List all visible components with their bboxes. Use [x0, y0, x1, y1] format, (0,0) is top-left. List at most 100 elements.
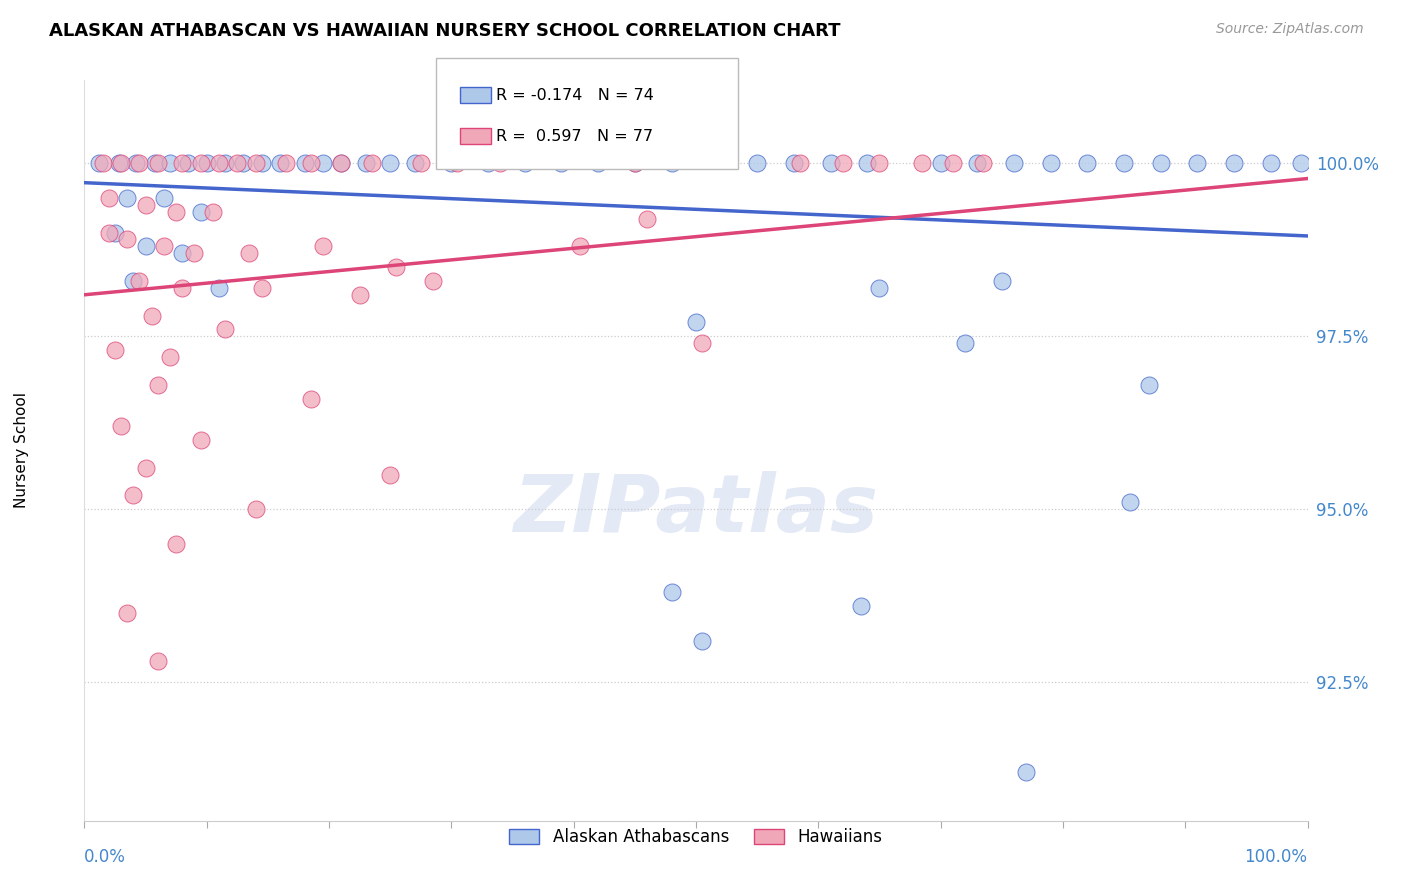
Point: [911, 156, 934, 170]
Point: [966, 156, 988, 170]
Point: [190, 204, 212, 219]
Point: [330, 156, 353, 170]
Point: [354, 156, 377, 170]
Point: [568, 239, 591, 253]
Point: [1260, 156, 1282, 170]
Point: [190, 433, 212, 447]
Point: [856, 156, 879, 170]
Point: [477, 156, 499, 170]
Point: [153, 191, 176, 205]
Text: R = -0.174   N = 74: R = -0.174 N = 74: [496, 88, 654, 103]
Point: [849, 599, 872, 614]
Point: [1002, 156, 1025, 170]
Point: [820, 156, 842, 170]
Point: [245, 156, 267, 170]
Point: [107, 156, 129, 170]
Point: [135, 198, 157, 212]
Point: [312, 156, 335, 170]
Point: [513, 156, 536, 170]
Point: [869, 156, 891, 170]
Point: [172, 281, 194, 295]
Point: [1291, 156, 1313, 170]
Point: [685, 315, 707, 329]
Point: [165, 204, 187, 219]
Point: [135, 460, 157, 475]
Point: [385, 260, 408, 274]
Point: [953, 336, 976, 351]
Text: Source: ZipAtlas.com: Source: ZipAtlas.com: [1216, 22, 1364, 37]
Point: [1187, 156, 1209, 170]
Text: 100.0%: 100.0%: [1244, 848, 1308, 866]
Point: [115, 232, 138, 246]
Point: [783, 156, 806, 170]
Point: [153, 239, 176, 253]
Point: [97, 191, 120, 205]
Point: [122, 274, 145, 288]
Point: [208, 281, 231, 295]
Point: [299, 156, 322, 170]
Point: [1015, 765, 1038, 780]
Point: [550, 156, 572, 170]
Point: [208, 156, 231, 170]
Point: [91, 156, 114, 170]
Point: [624, 156, 647, 170]
Point: [312, 239, 335, 253]
Text: 0.0%: 0.0%: [84, 848, 127, 866]
Y-axis label: Nursery School: Nursery School: [14, 392, 28, 508]
Point: [690, 336, 713, 351]
Point: [172, 156, 194, 170]
Point: [831, 156, 853, 170]
Point: [299, 392, 322, 406]
Point: [747, 156, 769, 170]
Point: [360, 156, 382, 170]
Point: [1114, 156, 1136, 170]
Point: [489, 156, 512, 170]
Text: ALASKAN ATHABASCAN VS HAWAIIAN NURSERY SCHOOL CORRELATION CHART: ALASKAN ATHABASCAN VS HAWAIIAN NURSERY S…: [49, 22, 841, 40]
Point: [115, 191, 138, 205]
Point: [380, 467, 402, 482]
Point: [942, 156, 965, 170]
Point: [276, 156, 298, 170]
Point: [87, 156, 110, 170]
Point: [330, 156, 353, 170]
Point: [146, 655, 169, 669]
Point: [141, 309, 163, 323]
Point: [104, 343, 127, 358]
Point: [1039, 156, 1062, 170]
Point: [250, 156, 273, 170]
Point: [190, 156, 212, 170]
Point: [110, 419, 132, 434]
Point: [440, 156, 463, 170]
Point: [115, 606, 138, 620]
Point: [165, 537, 187, 551]
Point: [1223, 156, 1246, 170]
Point: [214, 156, 236, 170]
Point: [929, 156, 952, 170]
Point: [128, 274, 150, 288]
Point: [122, 488, 145, 502]
Point: [214, 322, 236, 336]
Point: [991, 274, 1014, 288]
Point: [446, 156, 468, 170]
Point: [128, 156, 150, 170]
Point: [636, 211, 658, 226]
Point: [690, 633, 713, 648]
Point: [232, 156, 254, 170]
Point: [97, 226, 120, 240]
Point: [135, 239, 157, 253]
Point: [226, 156, 249, 170]
Point: [1137, 377, 1160, 392]
Point: [143, 156, 166, 170]
Point: [972, 156, 994, 170]
Point: [586, 156, 609, 170]
Point: [1076, 156, 1098, 170]
Point: [869, 281, 891, 295]
Point: [250, 281, 273, 295]
Point: [159, 350, 181, 364]
Legend: Alaskan Athabascans, Hawaiians: Alaskan Athabascans, Hawaiians: [503, 822, 889, 853]
Point: [183, 246, 205, 260]
Point: [294, 156, 316, 170]
Point: [172, 246, 194, 260]
Point: [624, 156, 647, 170]
Text: ZIPatlas: ZIPatlas: [513, 471, 879, 549]
